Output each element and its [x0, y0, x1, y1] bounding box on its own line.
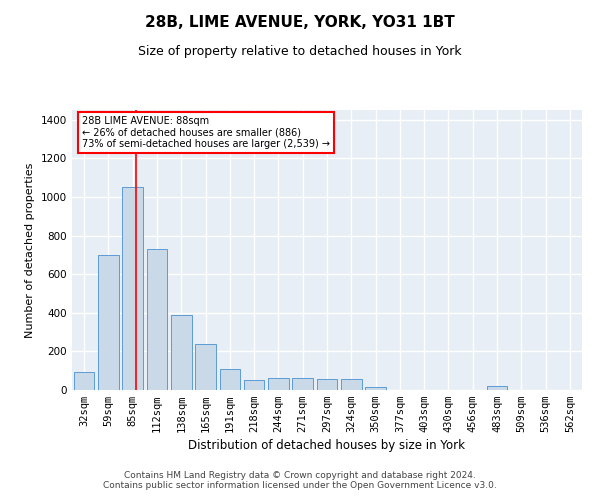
- Bar: [268, 378, 289, 390]
- Bar: [487, 386, 508, 390]
- Bar: [122, 187, 143, 390]
- Bar: [292, 378, 313, 390]
- Bar: [317, 380, 337, 390]
- Bar: [98, 255, 119, 390]
- Text: 28B LIME AVENUE: 88sqm
← 26% of detached houses are smaller (886)
73% of semi-de: 28B LIME AVENUE: 88sqm ← 26% of detached…: [82, 116, 330, 149]
- Bar: [195, 344, 216, 390]
- Bar: [171, 314, 191, 390]
- Bar: [74, 372, 94, 390]
- Bar: [244, 380, 265, 390]
- Text: Size of property relative to detached houses in York: Size of property relative to detached ho…: [138, 45, 462, 58]
- Bar: [341, 380, 362, 390]
- Text: 28B, LIME AVENUE, YORK, YO31 1BT: 28B, LIME AVENUE, YORK, YO31 1BT: [145, 15, 455, 30]
- Text: Contains HM Land Registry data © Crown copyright and database right 2024.
Contai: Contains HM Land Registry data © Crown c…: [103, 470, 497, 490]
- X-axis label: Distribution of detached houses by size in York: Distribution of detached houses by size …: [188, 440, 466, 452]
- Y-axis label: Number of detached properties: Number of detached properties: [25, 162, 35, 338]
- Bar: [220, 369, 240, 390]
- Bar: [365, 387, 386, 390]
- Bar: [146, 249, 167, 390]
